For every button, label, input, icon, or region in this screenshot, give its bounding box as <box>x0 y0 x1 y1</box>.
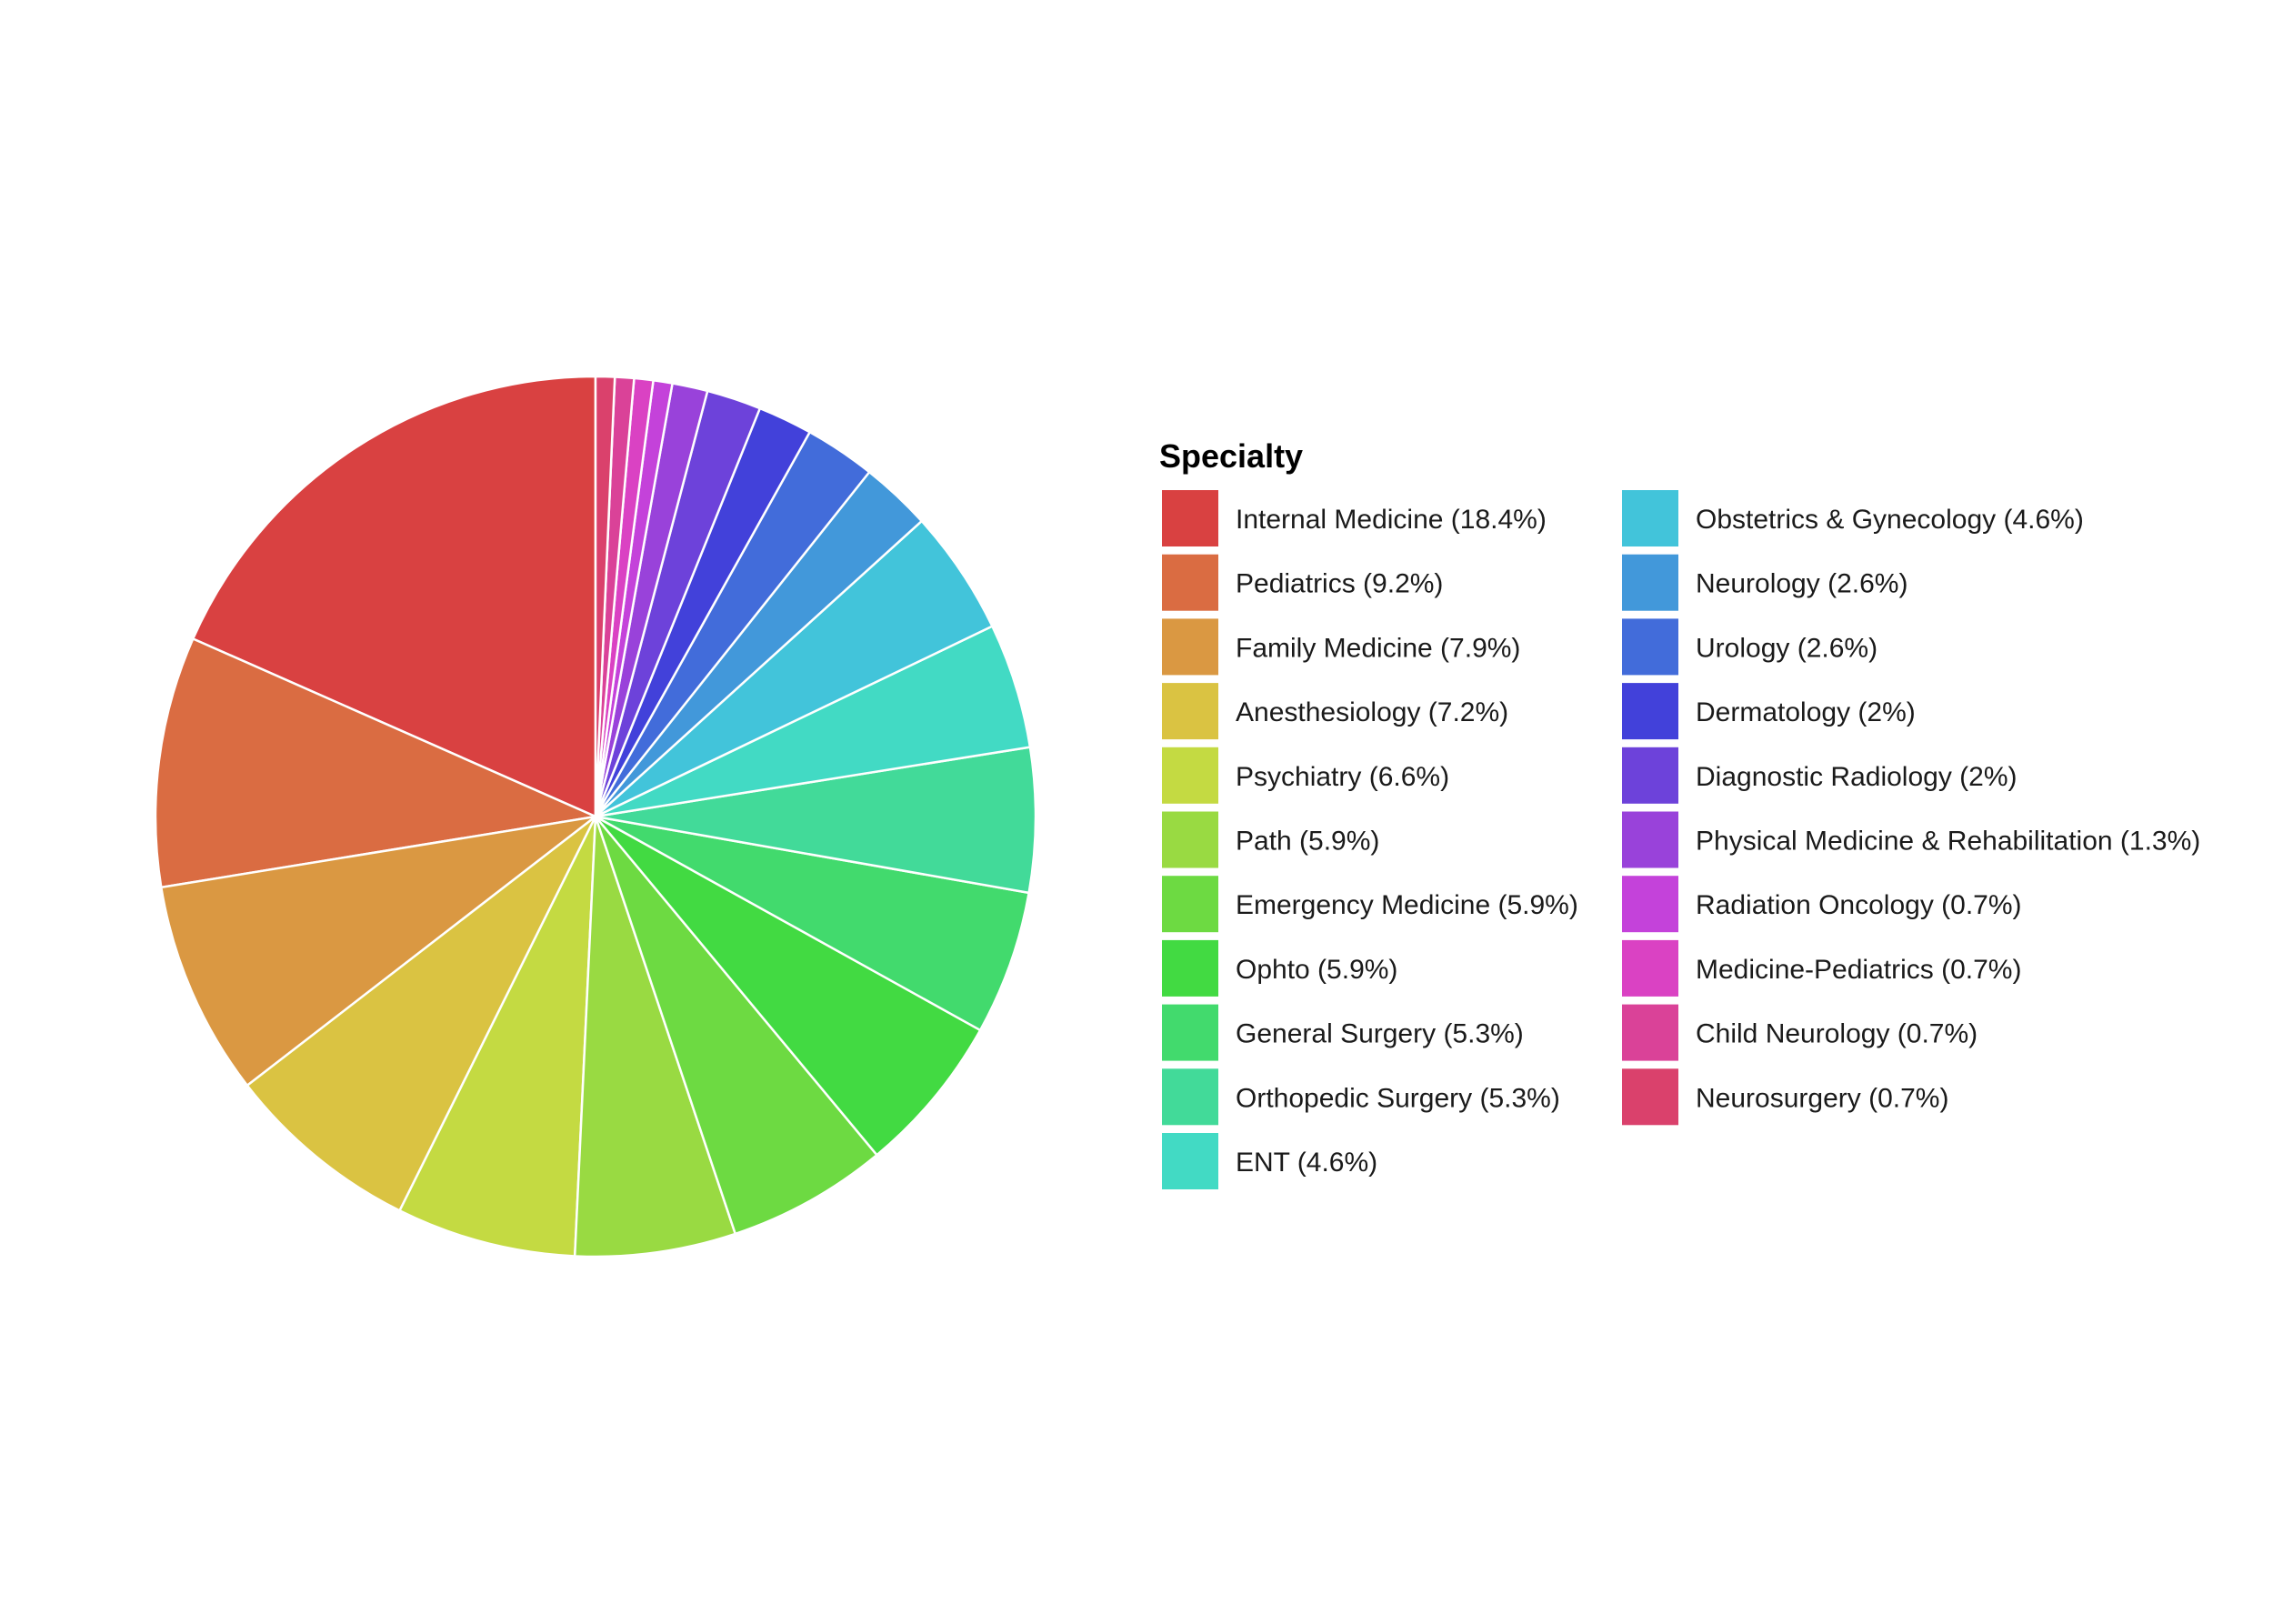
legend-label: Radiation Oncology (0.7%) <box>1696 890 2022 920</box>
legend-key <box>1160 617 1220 677</box>
legend-label: Obstetrics & Gynecology (4.6%) <box>1696 505 2084 535</box>
legend-item: Physical Medicine & Rehabilitation (1.3%… <box>1620 809 2200 870</box>
legend-item: Child Neurology (0.7%) <box>1620 1002 1978 1063</box>
legend-label: Medicine-Pediatrics (0.7%) <box>1696 955 2021 985</box>
legend-item: Psychiatry (6.6%) <box>1160 745 1449 806</box>
pie-slices <box>154 375 1037 1258</box>
pie-slice-orthopedic-surgery <box>594 746 1037 895</box>
legend-item: Orthopedic Surgery (5.3%) <box>1160 1067 1560 1128</box>
legend-item: Pediatrics (9.2%) <box>1160 552 1443 613</box>
legend-key <box>1620 745 1680 806</box>
legend-label: Psychiatry (6.6%) <box>1236 762 1449 792</box>
legend-item: Urology (2.6%) <box>1620 617 1877 677</box>
pie-slice-pediatrics <box>154 637 597 889</box>
pie-slice-general-surgery <box>594 815 1030 1032</box>
legend-key <box>1620 488 1680 548</box>
legend-item: Emergency Medicine (5.9%) <box>1160 874 1578 935</box>
legend-key <box>1620 617 1680 677</box>
legend-item: Medicine-Pediatrics (0.7%) <box>1620 937 2021 998</box>
legend-label: Path (5.9%) <box>1236 827 1379 857</box>
legend-item: Ophto (5.9%) <box>1160 937 1397 998</box>
legend-key <box>1160 1002 1220 1063</box>
legend-key <box>1160 681 1220 742</box>
legend-label: Physical Medicine & Rehabilitation (1.3%… <box>1696 827 2200 857</box>
legend-label: Orthopedic Surgery (5.3%) <box>1236 1083 1560 1113</box>
legend-item: Diagnostic Radiology (2%) <box>1620 745 2018 806</box>
legend-item: Obstetrics & Gynecology (4.6%) <box>1620 488 2084 548</box>
legend-key <box>1160 937 1220 998</box>
pie-slice-internal-medicine <box>192 375 597 818</box>
legend-label: Pediatrics (9.2%) <box>1236 569 1443 599</box>
legend-item: Neurosurgery (0.7%) <box>1620 1067 1948 1128</box>
legend-label: Neurology (2.6%) <box>1696 569 1908 599</box>
legend-label: General Surgery (5.3%) <box>1236 1019 1524 1049</box>
legend-key <box>1160 1067 1220 1128</box>
legend-key <box>1160 874 1220 935</box>
legend-label: Family Medicine (7.9%) <box>1236 633 1520 663</box>
legend-item: Path (5.9%) <box>1160 809 1379 870</box>
legend-key <box>1620 552 1680 613</box>
legend-key <box>1620 1067 1680 1128</box>
legend-item: Internal Medicine (18.4%) <box>1160 488 1547 548</box>
legend-label: Internal Medicine (18.4%) <box>1236 505 1547 535</box>
legend-item: Family Medicine (7.9%) <box>1160 617 1520 677</box>
legend-item: Dermatology (2%) <box>1620 681 1916 742</box>
legend-item: Neurology (2.6%) <box>1620 552 1908 613</box>
legend-key <box>1160 809 1220 870</box>
legend-label: Emergency Medicine (5.9%) <box>1236 890 1578 920</box>
legend-label: Dermatology (2%) <box>1696 697 1916 727</box>
legend-items: Internal Medicine (18.4%) Pediatrics (9.2… <box>1160 488 2200 1191</box>
pie-slice-path <box>573 815 736 1258</box>
legend-label: Urology (2.6%) <box>1696 633 1877 663</box>
legend-label: Diagnostic Radiology (2%) <box>1696 762 2018 792</box>
pie-slice-ophto <box>594 815 982 1157</box>
legend-key <box>1160 552 1220 613</box>
legend: Specialty Internal Medicine (18.4%) Pedia… <box>1159 437 2200 1191</box>
pie-slice-psychiatry <box>398 815 597 1258</box>
pie-slice-neurosurgery <box>594 375 616 818</box>
legend-label: Anesthesiology (7.2%) <box>1236 697 1508 727</box>
legend-item: ENT (4.6%) <box>1160 1131 1377 1191</box>
legend-key <box>1620 874 1680 935</box>
pie-slice-emergency-medicine <box>594 815 878 1236</box>
legend-key <box>1160 488 1220 548</box>
legend-item: General Surgery (5.3%) <box>1160 1002 1524 1063</box>
legend-label: Neurosurgery (0.7%) <box>1696 1083 1948 1113</box>
legend-key <box>1620 809 1680 870</box>
legend-key <box>1160 1131 1220 1191</box>
pie-slice-anesthesiology <box>245 815 597 1212</box>
legend-title: Specialty <box>1159 437 1303 475</box>
legend-key <box>1160 745 1220 806</box>
legend-item: Anesthesiology (7.2%) <box>1160 681 1508 742</box>
legend-label: Child Neurology (0.7%) <box>1696 1019 1978 1049</box>
legend-label: ENT (4.6%) <box>1236 1148 1377 1178</box>
legend-key <box>1620 937 1680 998</box>
legend-label: Ophto (5.9%) <box>1236 955 1397 985</box>
pie-slice-family-medicine <box>160 815 597 1088</box>
legend-key <box>1620 681 1680 742</box>
legend-key <box>1620 1002 1680 1063</box>
legend-item: Radiation Oncology (0.7%) <box>1620 874 2022 935</box>
